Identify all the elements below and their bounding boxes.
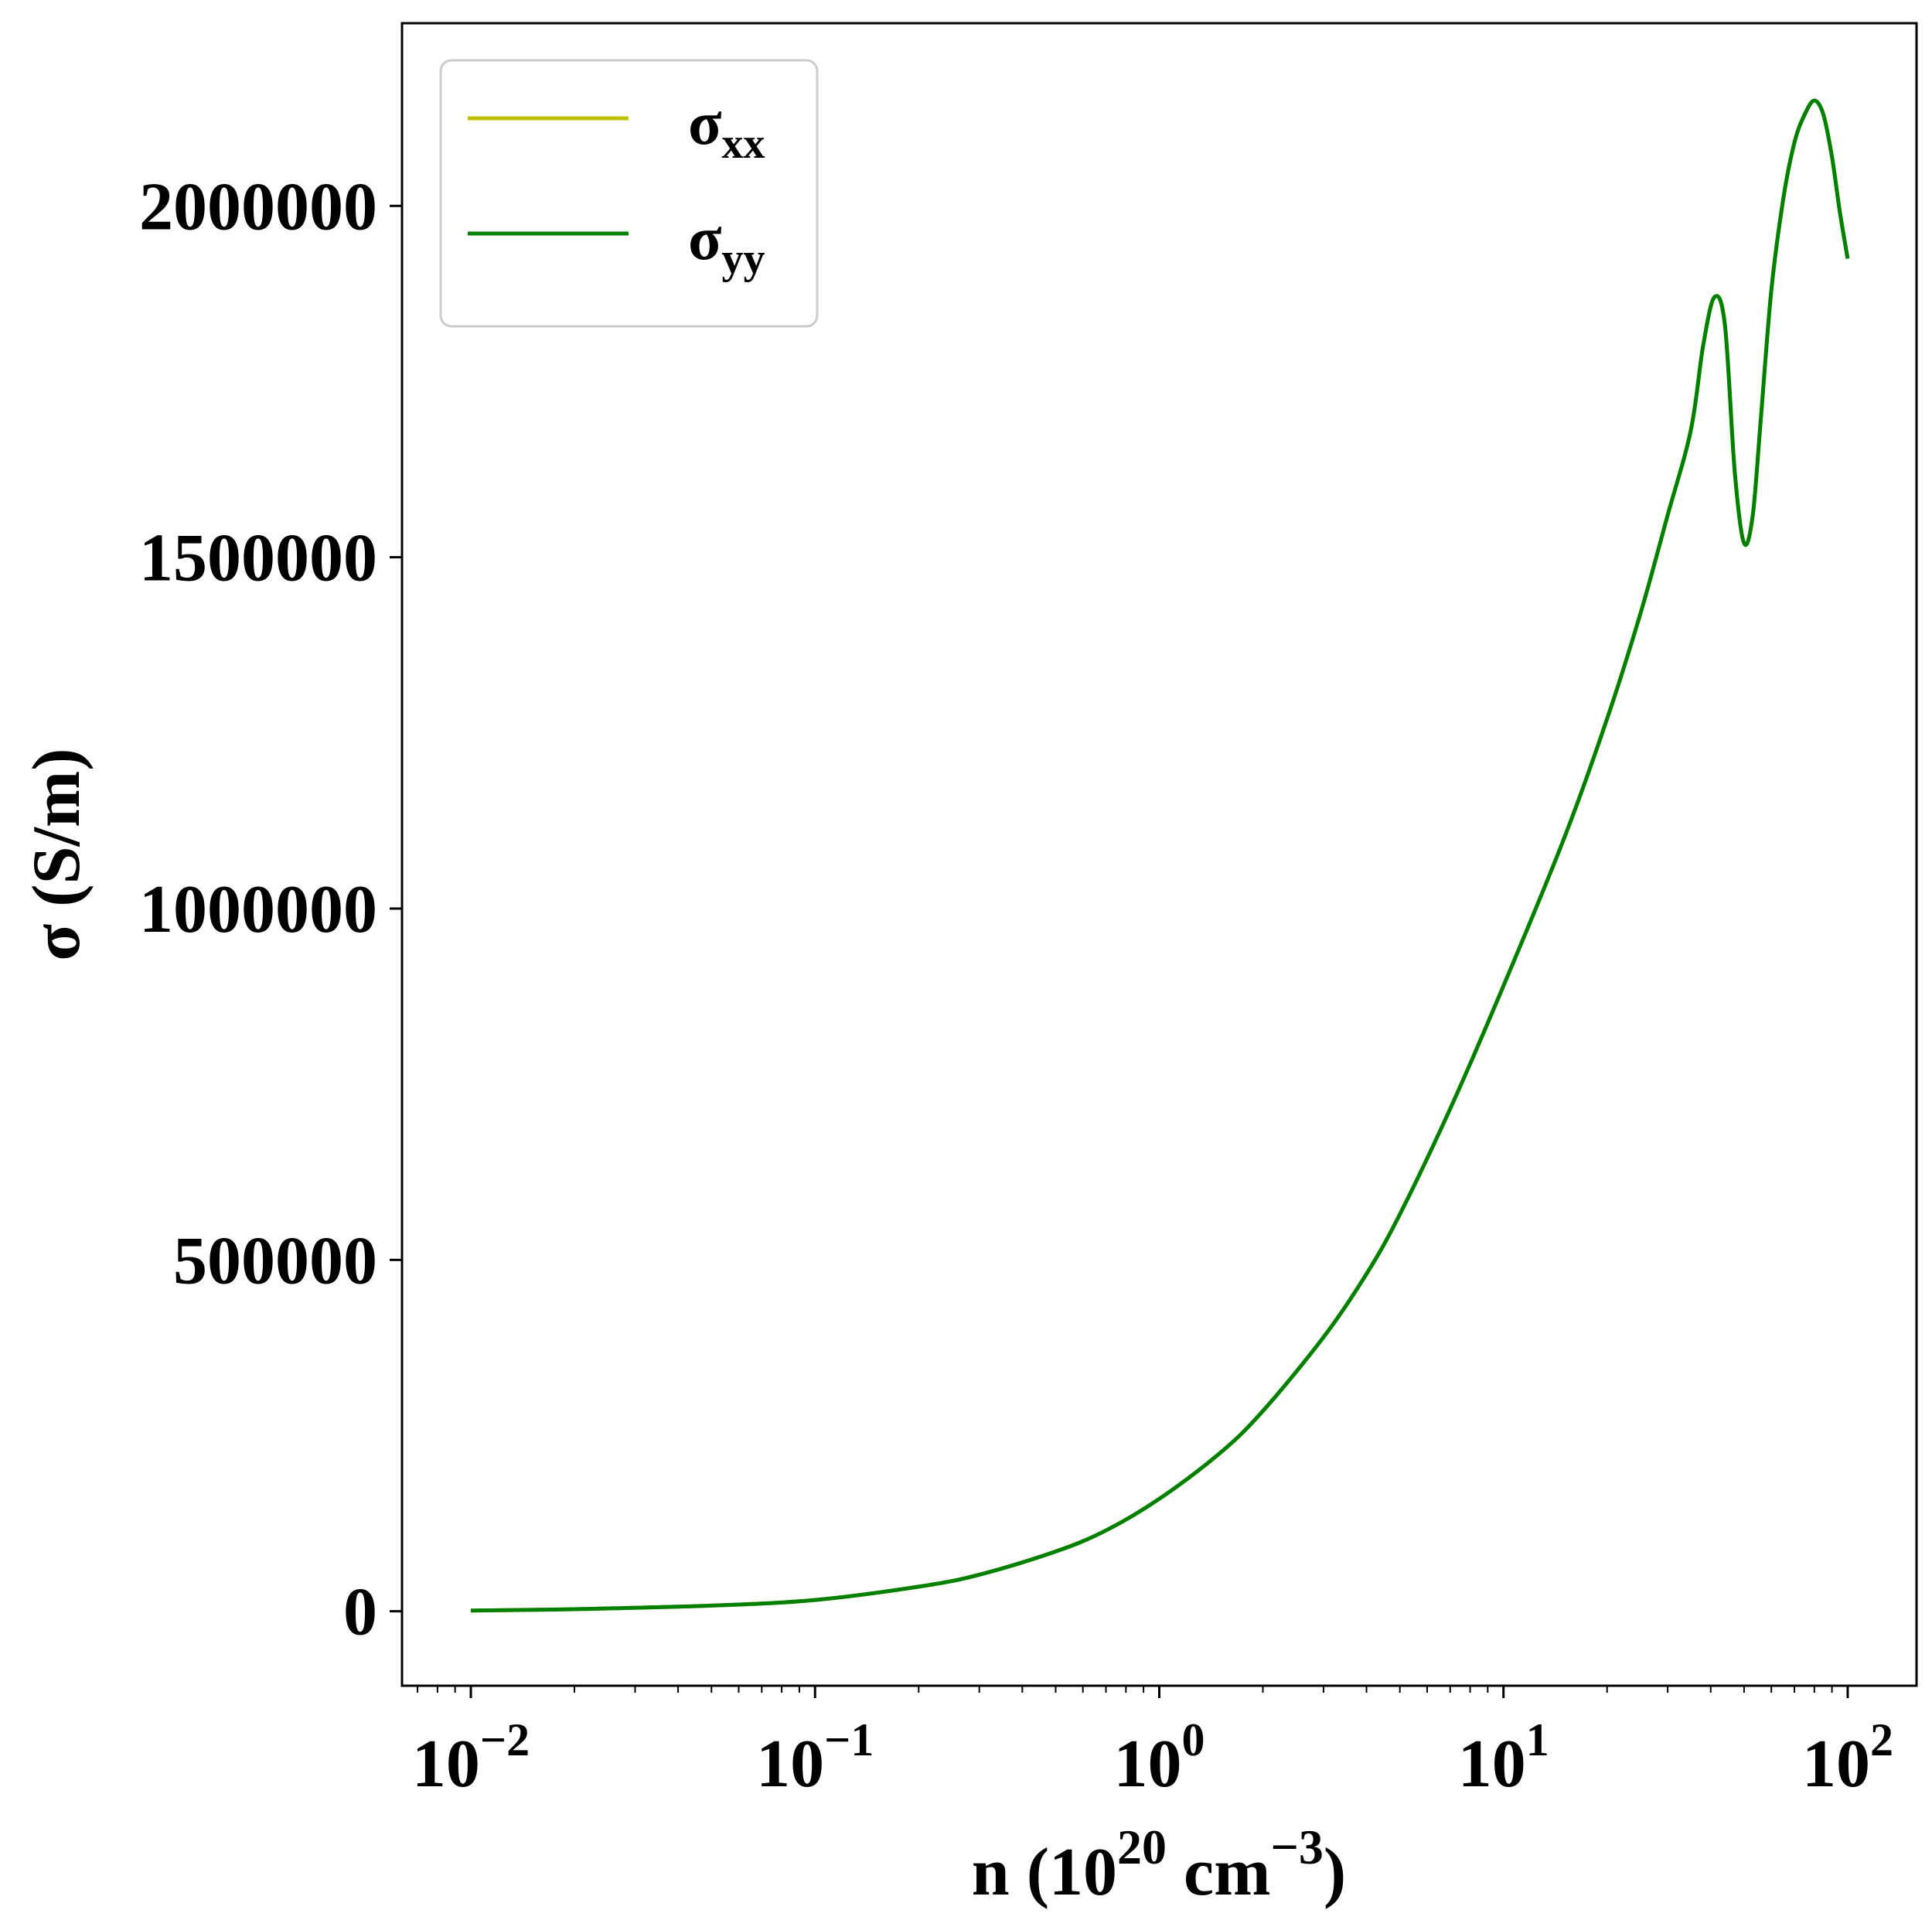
x-axis-label: n (1020 cm−3) <box>972 1820 1346 1910</box>
y-axis-label: σ (S/m) <box>19 748 94 960</box>
y-tick-label: 0 <box>343 1575 377 1650</box>
series-lines <box>470 98 1850 1613</box>
x-tick-label: 100 <box>1113 1714 1205 1802</box>
y-ticks: 0 500000 1000000 1500000 2000000 <box>139 169 402 1650</box>
x-tick-label: 10−1 <box>756 1714 874 1802</box>
y-tick-label: 1500000 <box>139 521 377 596</box>
legend: σxx σyy <box>439 59 819 328</box>
x-tick-label: 101 <box>1458 1714 1549 1802</box>
legend-box <box>439 59 819 328</box>
legend-label-sigma-yy: σyy <box>688 205 765 283</box>
series-line-yy <box>470 98 1850 1613</box>
legend-label-sigma-xx: σxx <box>688 90 765 168</box>
x-tick-label: 10−2 <box>412 1714 530 1802</box>
x-tick-label: 102 <box>1802 1714 1893 1802</box>
y-tick-label: 1000000 <box>139 872 377 947</box>
x-minor-ticks <box>417 1686 1833 1693</box>
x-ticks: 10−2 10−1 100 101 102 <box>412 1686 1893 1802</box>
y-tick-label: 2000000 <box>139 169 377 244</box>
y-tick-label: 500000 <box>173 1223 377 1298</box>
